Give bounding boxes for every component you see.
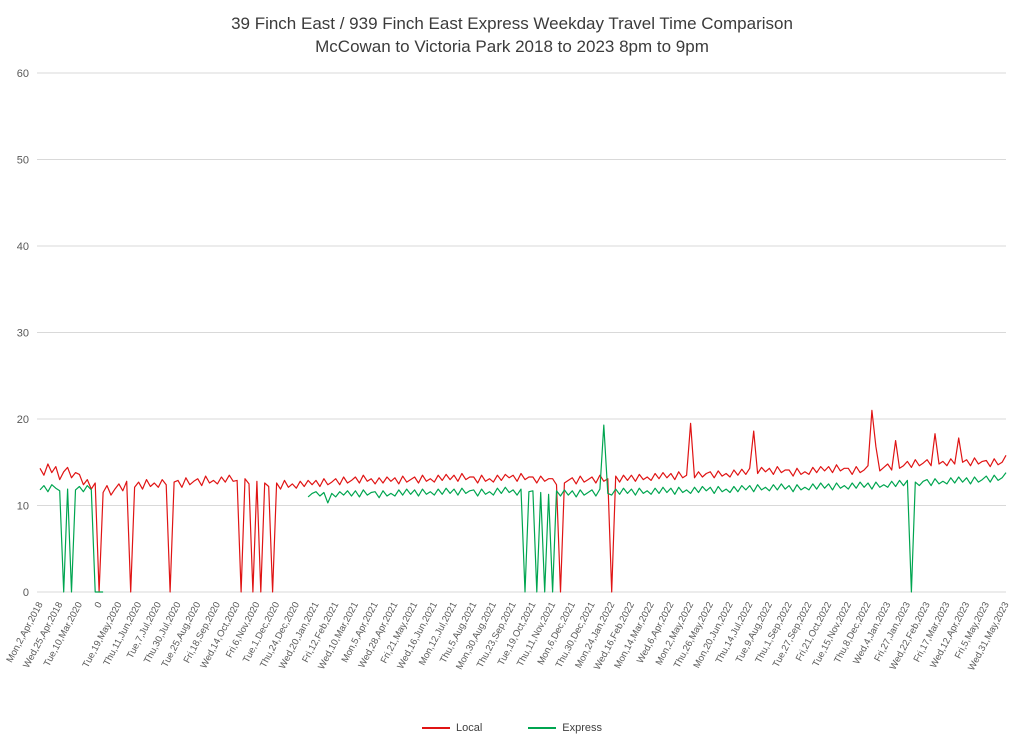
x-tick-label: 0 (93, 600, 105, 610)
chart-title: 39 Finch East / 939 Finch East Express W… (0, 12, 1024, 58)
chart-title-line2: McCowan to Victoria Park 2018 to 2023 8p… (315, 37, 709, 56)
legend-label-express: Express (562, 722, 603, 734)
y-tick-label: 10 (17, 501, 29, 513)
y-tick-label: 60 (17, 68, 29, 80)
express-line-swatch (528, 727, 557, 729)
legend-item-local: Local (421, 722, 483, 734)
y-tick-label: 40 (17, 241, 29, 253)
legend-item-express: Express (528, 722, 602, 734)
y-tick-label: 50 (17, 155, 29, 167)
local-line-swatch (421, 727, 450, 729)
y-tick-label: 30 (17, 328, 29, 340)
y-tick-label: 0 (23, 587, 29, 599)
chart-title-line1: 39 Finch East / 939 Finch East Express W… (231, 14, 793, 33)
series-line-express (39, 424, 1007, 593)
y-tick-label: 20 (17, 414, 29, 426)
chart-legend: Local Express (0, 722, 1024, 734)
series-line-local (39, 409, 1007, 593)
legend-label-local: Local (455, 722, 483, 734)
